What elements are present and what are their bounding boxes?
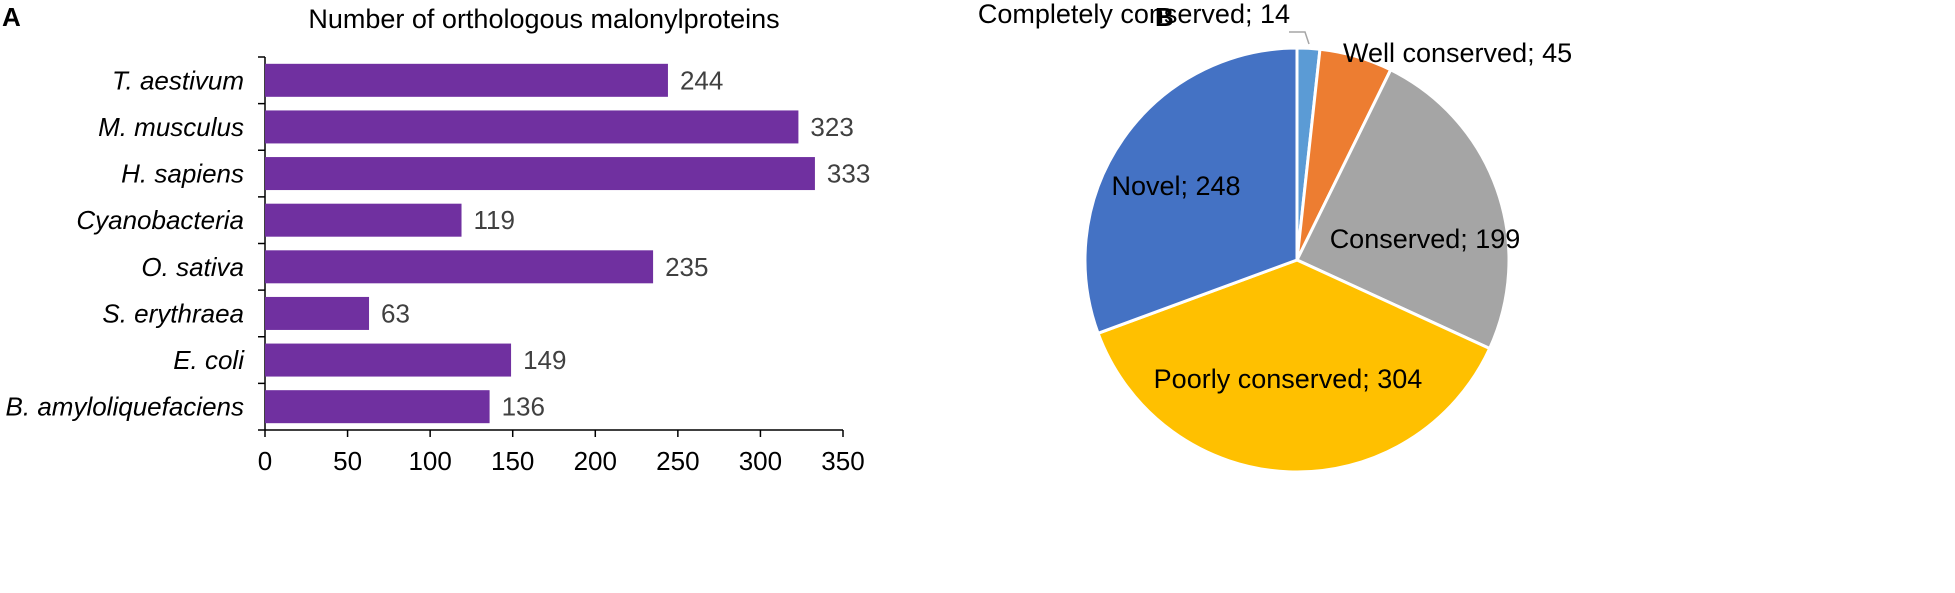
- data-label: 63: [381, 298, 410, 328]
- slice-label: Well conserved; 45: [1343, 38, 1572, 68]
- category-label: T. aestivum: [112, 65, 244, 95]
- panel-b: B Completely conserved; 14 Well conserved…: [978, 0, 1572, 474]
- pie-slice: [1083, 46, 1299, 336]
- x-tick-label: 0: [258, 446, 272, 476]
- slice-label: Poorly conserved; 304: [1154, 364, 1423, 394]
- category-label: E. coli: [173, 345, 245, 375]
- bar: [265, 157, 815, 191]
- panel-a: A Number of orthologous malonylproteins …: [2, 2, 870, 476]
- slice-label: Conserved; 199: [1330, 224, 1521, 254]
- slice-label: Completely conserved; 14: [978, 0, 1290, 29]
- slice-label: Novel; 248: [1111, 171, 1240, 201]
- data-label: 235: [665, 252, 708, 282]
- bar: [265, 250, 654, 284]
- x-tick-label: 350: [821, 446, 864, 476]
- bar: [265, 296, 370, 330]
- x-tick-label: 100: [408, 446, 451, 476]
- data-label: 119: [474, 205, 515, 235]
- data-label: 323: [810, 112, 853, 142]
- bar: [265, 343, 512, 377]
- bar: [265, 203, 462, 237]
- data-label: 136: [502, 392, 545, 422]
- x-tick-label: 150: [491, 446, 534, 476]
- pie-slice: [1096, 258, 1492, 474]
- x-tick-label: 200: [574, 446, 617, 476]
- panel-b-letter: B: [1155, 2, 1174, 32]
- category-label: O. sativa: [141, 252, 244, 282]
- bar: [265, 110, 799, 144]
- bar: [265, 63, 668, 97]
- category-label: Cyanobacteria: [76, 205, 244, 235]
- bar: [265, 390, 490, 424]
- panel-a-letter: A: [2, 2, 21, 32]
- data-label: 333: [827, 159, 870, 189]
- x-tick-label: 300: [739, 446, 782, 476]
- category-label: M. musculus: [98, 112, 244, 142]
- x-tick-label: 250: [656, 446, 699, 476]
- category-label: H. sapiens: [121, 159, 244, 189]
- data-label: 244: [680, 65, 723, 95]
- category-label: B. amyloliquefaciens: [6, 392, 244, 422]
- leader-line: [1289, 31, 1310, 45]
- data-label: 149: [523, 345, 566, 375]
- bar-chart-title: Number of orthologous malonylproteins: [308, 4, 779, 34]
- pie-slice: [1294, 67, 1511, 351]
- x-tick-label: 50: [333, 446, 362, 476]
- category-label: S. erythraea: [102, 298, 244, 328]
- pie-chart: Completely conserved; 14 Well conserved; …: [978, 0, 1572, 474]
- bar-chart: T. aestivum 244 M. musculus 323 H. sapiens 33…: [6, 56, 870, 476]
